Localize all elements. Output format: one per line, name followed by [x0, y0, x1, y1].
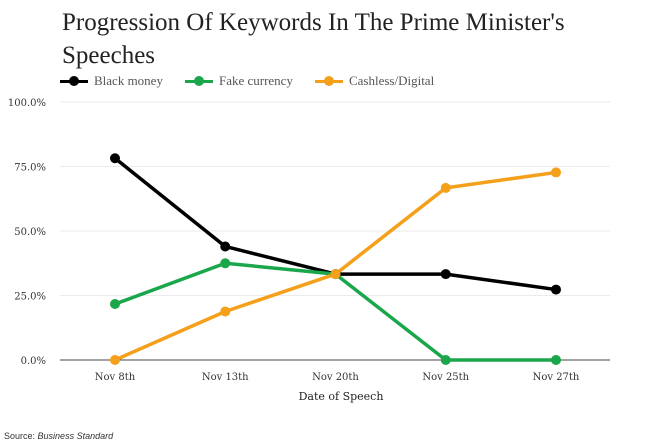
- legend: Black money Fake currency Cashless/Digit…: [60, 73, 456, 89]
- legend-label-black-money: Black money: [94, 73, 163, 88]
- source-name: Business Standard: [37, 431, 114, 441]
- y-tick-label: 75.0%: [14, 163, 46, 174]
- data-point-cashless-digital: [220, 306, 231, 317]
- data-point-cashless-digital: [440, 182, 451, 193]
- x-tick-label: Nov 20th: [312, 372, 359, 383]
- data-point-cashless-digital: [330, 269, 341, 280]
- legend-marker-cashless-digital: [314, 75, 343, 87]
- data-point-black-money: [551, 284, 561, 295]
- data-point-fake-currency: [110, 299, 120, 310]
- legend-marker-black-money: [60, 75, 88, 87]
- legend-label-fake-currency: Fake currency: [218, 73, 293, 88]
- y-tick-label: 0.0%: [21, 356, 46, 367]
- x-tick-label: Nov 27th: [533, 372, 580, 383]
- data-point-fake-currency: [551, 355, 561, 365]
- x-tick-label: Nov 13th: [202, 372, 249, 383]
- chart-title: Progression Of Keywords In The Prime Min…: [62, 9, 565, 69]
- data-point-black-money: [440, 269, 451, 280]
- y-tick-label: 25.0%: [14, 292, 46, 303]
- x-axis-title: Date of Speech: [299, 390, 384, 403]
- source-note: Source: Business Standard: [4, 431, 113, 441]
- legend-label-cashless-digital: Cashless/Digital: [348, 73, 435, 88]
- y-tick-label: 100.0%: [8, 98, 46, 109]
- source-label: Source:: [4, 431, 36, 441]
- y-tick-label: 50.0%: [14, 227, 46, 238]
- legend-item-fake-currency[interactable]: Fake currency: [184, 73, 293, 89]
- legend-item-cashless-digital[interactable]: Cashless/Digital: [314, 73, 435, 89]
- data-point-black-money: [220, 241, 231, 252]
- legend-marker-fake-currency: [184, 75, 213, 87]
- data-point-black-money: [110, 153, 120, 164]
- x-tick-label: Nov 25th: [422, 372, 469, 383]
- legend-item-black-money[interactable]: Black money: [60, 73, 163, 89]
- series-line-cashless-digital: [113, 170, 558, 362]
- x-tick-label: Nov 8th: [95, 372, 136, 383]
- data-point-fake-currency: [220, 258, 231, 269]
- data-point-cashless-digital: [110, 355, 120, 365]
- data-point-cashless-digital: [551, 167, 561, 178]
- data-point-fake-currency: [440, 355, 451, 365]
